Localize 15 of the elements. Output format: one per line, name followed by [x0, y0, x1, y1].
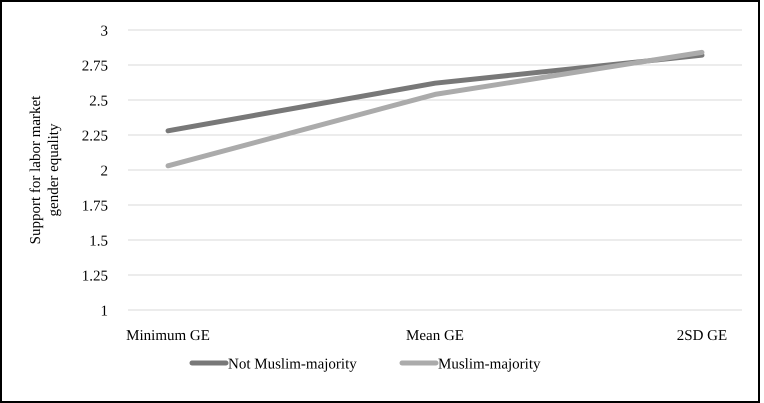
y-tick-label: 1.75: [82, 198, 108, 214]
y-tick-label: 2.75: [82, 58, 108, 74]
y-tick-label: 2.5: [89, 93, 108, 110]
y-tick-label: 2.25: [82, 128, 108, 144]
x-tick-label: 2SD GE: [676, 328, 728, 344]
y-axis-title: Support for labor market gender equality: [28, 94, 62, 244]
y-tick-label: 3: [100, 23, 108, 40]
legend-label: Not Muslim-majority: [228, 356, 358, 372]
legend-label: Muslim-majority: [438, 356, 541, 372]
y-tick-label: 1.5: [89, 233, 108, 250]
y-tick-label: 2: [100, 163, 108, 180]
y-tick-label: 1: [100, 303, 108, 320]
y-tick-label: 1.25: [82, 268, 108, 284]
x-tick-label: Minimum GE: [126, 328, 210, 344]
x-tick-label: Mean GE: [406, 328, 464, 344]
